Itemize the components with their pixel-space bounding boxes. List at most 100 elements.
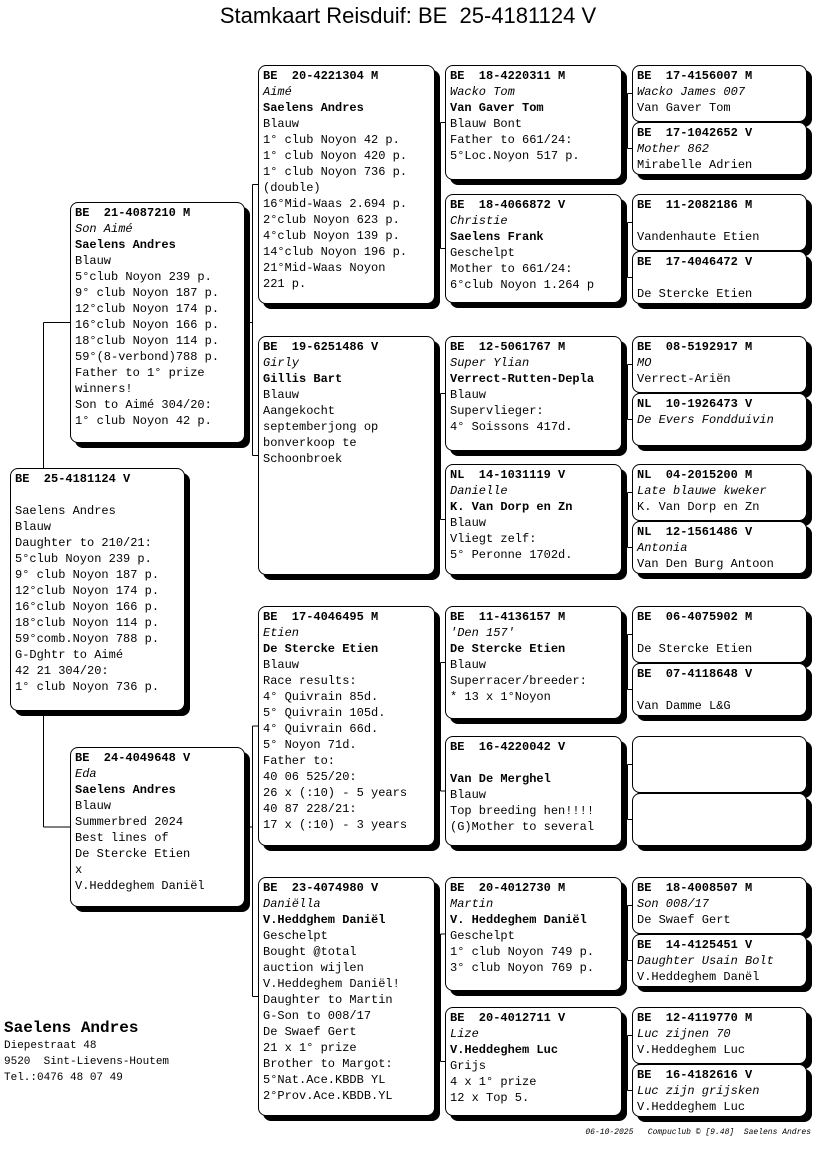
pigeon-card: BE 18-4220311 M Wacko Tom Van Gaver Tom Bla… (445, 65, 622, 180)
pedigree-note: 42 21 304/20: (15, 664, 109, 678)
pigeon-name: Son Aimé (75, 222, 133, 236)
pedigree-note: Best lines of (75, 831, 169, 845)
pigeon-name: Antonia (637, 541, 688, 555)
pedigree-note: 4° Soissons 417d. (450, 420, 573, 434)
pigeon-card: NL 14-1031119 V Danielle K. Van Dorp en Zn… (445, 464, 622, 575)
pedigree-note: Daughter to 210/21: (15, 536, 152, 550)
pigeon-card: BE 11-2082186 M Vandenhaute Etien (632, 194, 807, 251)
ring-number: BE 08-5192917 M (637, 340, 753, 354)
pigeon-card: BE 20-4012711 V Lize V.Heddeghem Luc Grijs 4… (445, 1007, 622, 1116)
pigeon-card: BE 16-4182616 V Luc zijn grijsken V.Heddeg… (632, 1064, 807, 1117)
pedigree-note: 1° club Noyon 736 p. (15, 680, 160, 694)
ring-number: BE 14-4125451 V (637, 938, 753, 952)
breeder-name (637, 828, 802, 844)
pedigree-note: Supervlieger: (450, 404, 544, 418)
breeder-name: V.Heddeghem Luc (637, 1043, 746, 1057)
ring-number: BE 24-4049648 V (75, 751, 191, 765)
breeder-name: Verrect-Ariën (637, 372, 731, 386)
feather-color: Geschelpt (450, 246, 515, 260)
ring-number: NL 04-2015200 M (637, 468, 753, 482)
pigeon-name: Daniëlla (263, 897, 321, 911)
pedigree-note: 5°Nat.Ace.KBDB YL (263, 1073, 386, 1087)
pigeon-card: BE 17-4156007 M Wacko James 007 Van Gaver … (632, 65, 807, 122)
pigeon-card-sire: BE 21-4087210 M Son Aimé Saelens Andres Bla… (70, 202, 245, 443)
footer-credits: 06-10-2025 Compuclub © [9.48] Saelens An… (585, 1128, 811, 1137)
ring-number: BE 16-4182616 V (637, 1068, 753, 1082)
breeder-name: V.Heddeghem Danël (637, 970, 760, 984)
pedigree-note: 4° Quivrain 66d. (263, 722, 379, 736)
pedigree-note: 5°club Noyon 239 p. (75, 270, 212, 284)
ring-number: BE 17-4046495 M (263, 610, 379, 624)
ring-number: BE 17-4156007 M (637, 69, 753, 83)
feather-color: Grijs (450, 1059, 487, 1073)
pigeon-name (15, 487, 180, 503)
pigeon-card: BE 23-4074980 V Daniëlla V.Heddghem Daniël… (258, 877, 435, 1116)
ring-number: BE 11-4136157 M (450, 610, 566, 624)
owner-phone: Tel.:0476 48 07 49 (4, 1072, 123, 1084)
pigeon-card: BE 20-4221304 M Aimé Saelens Andres Blauw 1°… (258, 65, 435, 304)
pigeon-card (632, 736, 807, 793)
ring-number: BE 20-4012711 V (450, 1011, 566, 1025)
pigeon-card: BE 07-4118648 V Van Damme L&G (632, 663, 807, 716)
breeder-name: V. Heddeghem Daniël (450, 913, 587, 927)
breeder-name: Mirabelle Adrien (637, 158, 753, 172)
pigeon-card: BE 11-4136157 M 'Den 157' De Stercke Etien… (445, 606, 622, 719)
pedigree-note: Brother to Margot: (263, 1057, 393, 1071)
feather-color: Blauw (450, 516, 487, 530)
pedigree-note: Father to 1° prize (75, 366, 205, 380)
pigeon-name: Mother 862 (637, 142, 710, 156)
pedigree-note: 21°Mid-Waas Noyon (263, 261, 386, 275)
pedigree-note: Top breeding hen!!!! (450, 804, 595, 818)
pedigree-note: (G)Mother to several (450, 820, 595, 834)
pedigree-note: 21 x 1° prize (263, 1041, 357, 1055)
pigeon-name (637, 755, 802, 771)
pigeon-name: MO (637, 356, 652, 370)
ring-number: BE 18-4220311 M (450, 69, 566, 83)
pedigree-note: De Stercke Etien (75, 847, 191, 861)
owner-address: Saelens Andres Diepestraat 48 9520 Sint-… (4, 1018, 169, 1086)
ring-number (637, 796, 802, 812)
pedigree-note: 40 87 228/21: (263, 802, 357, 816)
pedigree-note: 2°Prov.Ace.KBDB.YL (263, 1089, 393, 1103)
pedigree-note: Superracer/breeder: (450, 674, 587, 688)
ring-number: BE 25-4181124 V (15, 472, 131, 486)
pedigree-note: 6°club Noyon 1.264 p (450, 278, 595, 292)
breeder-name: Saelens Andres (15, 504, 116, 518)
pedigree-note: 4 x 1° prize (450, 1075, 537, 1089)
pigeon-name: Etien (263, 626, 300, 640)
ring-number: BE 18-4008507 M (637, 881, 753, 895)
pedigree-note: Schoonbroek (263, 452, 343, 466)
pedigree-note: bonverkoop te (263, 436, 357, 450)
ring-number: BE 20-4012730 M (450, 881, 566, 895)
pedigree-note: 59°(8-verbond)788 p. (75, 350, 220, 364)
breeder-name: De Stercke Etien (263, 642, 379, 656)
pigeon-card: BE 17-1042652 V Mother 862 Mirabelle Adrie… (632, 122, 807, 175)
feather-color: Geschelpt (263, 929, 328, 943)
pigeon-name (637, 682, 802, 698)
ring-number: BE 18-4066872 V (450, 198, 566, 212)
pedigree-note: 16°club Noyon 166 p. (15, 600, 160, 614)
pedigree-note: auction wijlen (263, 961, 364, 975)
pigeon-name (637, 812, 802, 828)
pigeon-card: NL 12-1561486 V Antonia Van Den Burg Antoo… (632, 521, 807, 574)
breeder-name: V.Heddeghem Luc (450, 1043, 559, 1057)
pigeon-card-subject: BE 25-4181124 V Saelens Andres Blauw Daught… (10, 468, 185, 711)
breeder-name (637, 771, 802, 787)
ring-number: BE 06-4075902 M (637, 610, 753, 624)
page-title: Stamkaart Reisduif: BE 25-4181124 V (219, 3, 597, 28)
pigeon-name: Christie (450, 214, 508, 228)
breeder-name: Van De Merghel (450, 772, 551, 786)
owner-street: Diepestraat 48 (4, 1040, 97, 1052)
pigeon-card-dam: BE 24-4049648 V Eda Saelens Andres Blauw Sum… (70, 747, 245, 907)
feather-color: Blauw (263, 658, 300, 672)
ring-number: NL 10-1926473 V (637, 397, 753, 411)
pigeon-name: Eda (75, 767, 97, 781)
breeder-name: K. Van Dorp en Zn (637, 500, 760, 514)
pigeon-card: BE 12-5061767 M Super Ylian Verrect-Rutten… (445, 336, 622, 451)
pedigree-note: Vliegt zelf: (450, 532, 537, 546)
pigeon-name: Wacko Tom (450, 85, 515, 99)
pedigree-note: 18°club Noyon 114 p. (75, 334, 220, 348)
pedigree-note: 5° Quivrain 105d. (263, 706, 386, 720)
pedigree-note: 26 x (:10) - 5 years (263, 786, 408, 800)
breeder-name: De Stercke Etien (450, 642, 566, 656)
